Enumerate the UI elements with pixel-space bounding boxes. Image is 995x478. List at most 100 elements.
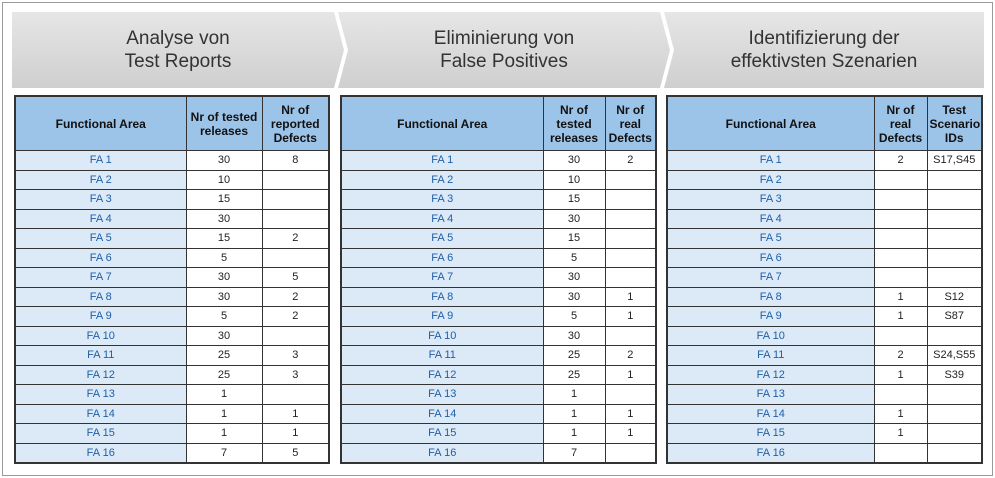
functional-area-cell: FA 3 [666,189,875,210]
functional-area-cell: FA 10 [666,325,875,346]
table-row: FA 13 1 [340,384,657,405]
value-cell [873,267,928,288]
functional-area-cell: FA 8 [340,286,544,307]
value-cell: 15 [185,228,263,249]
header-title-line: effektivsten Szenarien [730,51,918,72]
table-row: FA 1 30 2 [340,150,657,171]
table-row: FA 10 [666,325,983,346]
functional-area-cell: FA 10 [14,325,187,346]
table-row: FA 7 30 5 [14,267,330,288]
value-cell: 30 [185,325,263,346]
functional-area-cell: FA 9 [340,306,544,327]
chevron-header: Analyse von Test Reports [12,12,344,88]
value-cell: 1 [873,306,928,327]
value-cell: S87 [926,306,983,327]
table-row: FA 12 25 3 [14,364,330,385]
value-cell: 1 [261,423,330,444]
functional-area-cell: FA 15 [14,423,187,444]
value-cell: 3 [261,364,330,385]
value-cell [604,442,657,464]
functional-area-cell: FA 4 [14,208,187,229]
value-cell: 1 [604,306,657,327]
functional-area-cell: FA 16 [666,442,875,464]
value-cell [873,442,928,464]
value-cell [926,189,983,210]
value-cell: 2 [604,150,657,171]
functional-area-cell: FA 16 [14,442,187,464]
value-cell: S24,S55 [926,345,983,366]
functional-area-cell: FA 8 [666,286,875,307]
value-cell [261,325,330,346]
value-cell: 1 [604,364,657,385]
functional-area-cell: FA 11 [14,345,187,366]
header-title-line: Identifizierung der [748,28,900,49]
table-row: FA 3 [666,189,983,210]
table-row: FA 15 1 1 [14,423,330,444]
value-cell: 1 [604,423,657,444]
header-title-line: False Positives [440,51,568,72]
table-row: FA 9 1 S87 [666,306,983,327]
value-cell [926,208,983,229]
value-cell: 10 [185,169,263,190]
value-cell [261,189,330,210]
value-cell: 25 [542,345,606,366]
functional-area-cell: FA 3 [340,189,544,210]
table-row: FA 13 [666,384,983,405]
value-cell [926,267,983,288]
value-cell [873,189,928,210]
table-row: FA 5 15 [340,228,657,249]
table-row: FA 11 25 2 [340,345,657,366]
functional-area-cell: FA 1 [14,150,187,171]
value-cell: 30 [185,208,263,229]
table-row: FA 12 25 1 [340,364,657,385]
value-cell [926,384,983,405]
functional-area-cell: FA 10 [340,325,544,346]
functional-area-cell: FA 5 [14,228,187,249]
table-row: FA 5 [666,228,983,249]
functional-area-cell: FA 14 [340,403,544,424]
value-cell [604,267,657,288]
value-cell [926,169,983,190]
functional-area-cell: FA 5 [340,228,544,249]
column-header: Functional Area [666,95,875,151]
functional-area-cell: FA 11 [666,345,875,366]
functional-area-cell: FA 9 [14,306,187,327]
value-cell: 7 [542,442,606,464]
table-row: FA 11 2 S24,S55 [666,345,983,366]
functional-area-cell: FA 9 [666,306,875,327]
value-cell [261,169,330,190]
table-row: FA 15 1 [666,423,983,444]
table-row: FA 8 30 2 [14,286,330,307]
functional-area-cell: FA 1 [340,150,544,171]
header-row: Functional Area Nr of tested releases Nr o… [340,95,657,151]
value-cell: 5 [185,247,263,268]
value-cell [873,208,928,229]
table-row: FA 4 [666,208,983,229]
value-cell: 5 [542,306,606,327]
value-cell [873,247,928,268]
column-header: Functional Area [340,95,544,151]
value-cell: 30 [542,286,606,307]
functional-area-cell: FA 7 [666,267,875,288]
functional-area-cell: FA 4 [340,208,544,229]
table-row: FA 10 30 [14,325,330,346]
value-cell: S12 [926,286,983,307]
table-row: FA 16 [666,442,983,464]
value-cell: 2 [261,228,330,249]
value-cell: 30 [542,325,606,346]
table-row: FA 8 1 S12 [666,286,983,307]
functional-area-cell: FA 12 [666,364,875,385]
value-cell [873,228,928,249]
table-row: FA 6 [666,247,983,268]
value-cell: 30 [542,150,606,171]
value-cell: 1 [604,286,657,307]
value-cell: 1 [185,403,263,424]
header-row: Functional Area Nr of tested releases Nr o… [14,95,330,151]
value-cell: 15 [185,189,263,210]
value-cell: 1 [873,364,928,385]
table-row: FA 14 1 1 [14,403,330,424]
